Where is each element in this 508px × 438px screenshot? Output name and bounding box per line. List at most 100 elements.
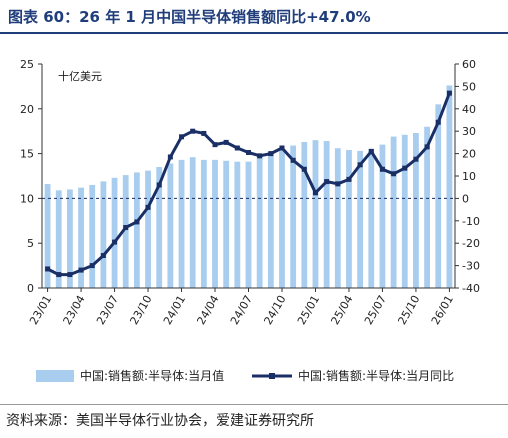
legend-bar-swatch — [36, 370, 74, 382]
yoy-point-24/02 — [190, 128, 196, 134]
bar-23/06 — [100, 181, 107, 288]
yoy-point-25/11 — [424, 144, 430, 150]
yoy-point-24/11 — [290, 157, 296, 163]
bar-23/08 — [122, 175, 129, 288]
right-tick-label: 50 — [462, 80, 476, 93]
x-tick-label: 25/04 — [328, 293, 355, 327]
bar-24/08 — [256, 156, 263, 288]
yoy-point-25/10 — [413, 156, 419, 162]
yoy-point-24/08 — [257, 153, 263, 159]
yoy-point-24/12 — [301, 166, 307, 172]
bar-23/01 — [44, 184, 51, 288]
yoy-point-24/10 — [279, 145, 285, 151]
left-tick-label: 5 — [27, 237, 34, 250]
right-tick-label: -30 — [462, 260, 480, 273]
left-tick-label: 0 — [27, 282, 34, 295]
x-tick-label: 24/01 — [161, 293, 188, 327]
yoy-point-23/10 — [145, 204, 151, 210]
bar-24/03 — [200, 159, 207, 288]
yoy-point-24/07 — [246, 149, 251, 155]
legend-line-label: 中国:销售额:半导体:当月同比 — [298, 368, 454, 383]
left-tick-label: 15 — [20, 148, 34, 161]
yoy-point-23/05 — [89, 263, 95, 269]
yoy-point-25/09 — [402, 165, 408, 171]
x-tick-label: 23/10 — [128, 293, 155, 327]
yoy-point-23/04 — [78, 267, 84, 273]
bar-24/12 — [301, 141, 308, 288]
bar-23/02 — [55, 190, 62, 288]
yoy-point-25/02 — [324, 179, 330, 185]
right-tick-label: 40 — [462, 103, 476, 116]
x-tick-label: 23/04 — [61, 293, 88, 327]
x-tick-label: 23/07 — [94, 293, 121, 327]
bar-25/08 — [390, 136, 397, 288]
yoy-point-24/09 — [268, 151, 274, 157]
bar-25/11 — [424, 126, 430, 288]
yoy-point-23/07 — [112, 239, 118, 245]
right-tick-label: 20 — [462, 148, 476, 161]
bar-25/04 — [346, 150, 352, 288]
source-rule — [0, 404, 508, 405]
bar-25/02 — [323, 141, 330, 288]
right-tick-label: -40 — [462, 282, 480, 295]
bar-25/01 — [312, 140, 319, 288]
x-tick-label: 24/10 — [261, 293, 288, 327]
legend-bar-label: 中国:销售额:半导体:当月值 — [80, 368, 224, 383]
bar-24/09 — [267, 151, 274, 288]
bar-24/02 — [189, 157, 196, 288]
yoy-point-23/09 — [134, 219, 140, 225]
title-rule — [0, 32, 508, 34]
right-tick-label: 10 — [462, 170, 476, 183]
yoy-point-25/05 — [357, 162, 363, 168]
left-tick-label: 20 — [20, 103, 34, 116]
yoy-point-24/04 — [212, 142, 218, 148]
bar-23/12 — [167, 163, 174, 288]
x-tick-label: 25/10 — [395, 293, 422, 327]
bar-25/07 — [379, 144, 386, 288]
bar-23/07 — [111, 177, 118, 288]
bar-24/11 — [290, 145, 297, 288]
bar-24/07 — [245, 161, 252, 288]
bar-23/11 — [156, 167, 163, 288]
yoy-point-24/06 — [234, 145, 240, 151]
unit-label: 十亿美元 — [58, 69, 102, 83]
bar-25/12 — [435, 104, 442, 288]
bar-24/05 — [223, 160, 230, 288]
x-tick-label: 25/01 — [295, 293, 322, 327]
bar-24/01 — [178, 159, 185, 288]
yoy-point-25/03 — [335, 181, 341, 187]
bar-23/03 — [67, 189, 73, 288]
right-tick-label: 30 — [462, 125, 476, 138]
bar-25/03 — [334, 148, 341, 288]
bar-23/04 — [78, 187, 84, 288]
bar-24/10 — [279, 149, 285, 288]
bar-24/04 — [212, 159, 218, 288]
source-note: 资料来源：美国半导体行业协会，爱建证券研究所 — [6, 413, 314, 429]
bar-23/05 — [89, 184, 96, 288]
yoy-point-24/03 — [201, 130, 207, 136]
bar-25/10 — [413, 132, 419, 288]
yoy-point-25/01 — [312, 190, 318, 196]
bar-26/01 — [446, 85, 453, 288]
left-tick-label: 25 — [20, 58, 34, 71]
left-tick-label: 10 — [20, 192, 34, 205]
yoy-point-23/03 — [67, 272, 73, 278]
bar-25/06 — [368, 149, 375, 288]
x-tick-label: 25/07 — [362, 293, 389, 327]
yoy-point-25/04 — [346, 176, 352, 182]
bar-23/10 — [145, 170, 151, 288]
yoy-point-23/11 — [156, 182, 162, 188]
yoy-point-24/01 — [179, 134, 185, 140]
yoy-point-23/02 — [56, 272, 62, 278]
x-tick-label: 24/04 — [195, 293, 222, 327]
bar-23/09 — [133, 172, 140, 288]
yoy-point-23/08 — [123, 225, 129, 231]
yoy-point-24/05 — [223, 139, 229, 145]
right-tick-label: 0 — [462, 192, 469, 205]
yoy-point-25/08 — [391, 171, 397, 177]
legend-line-marker — [269, 373, 275, 379]
yoy-point-26/01 — [446, 90, 452, 96]
yoy-point-23/01 — [45, 266, 51, 272]
